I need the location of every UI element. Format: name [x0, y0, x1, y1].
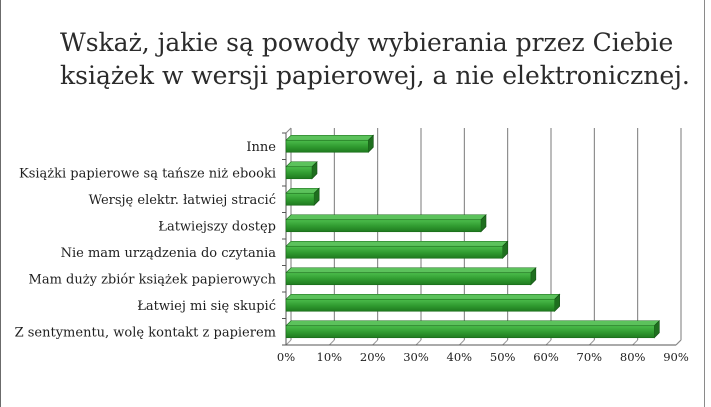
floor-grid-line	[285, 339, 292, 346]
bar	[285, 192, 315, 206]
category-label: Wersję elektr. łatwiej stracić	[89, 193, 276, 208]
bar-top-face	[285, 214, 487, 221]
floor-grid-line	[458, 339, 465, 346]
floor-grid-line	[372, 339, 379, 346]
x-tick-label: 20%	[360, 350, 386, 364]
chart-title: Wskaż, jakie są powody wybierania przez …	[60, 28, 690, 90]
bar-top-face	[285, 267, 537, 274]
x-tick-label: 50%	[490, 350, 516, 364]
bar	[285, 298, 555, 312]
x-tick-label: 10%	[317, 350, 343, 364]
side-wall-top	[285, 127, 292, 134]
chart-bars	[285, 134, 661, 339]
bar-top-face	[285, 320, 661, 327]
floor-grid-line	[415, 339, 422, 346]
bar-top-face	[285, 240, 509, 247]
category-label: Łatwiej mi się skupić	[137, 299, 276, 314]
bar	[285, 272, 532, 286]
category-label: Z sentymentu, wolę kontakt z papierem	[15, 325, 276, 340]
category-label: Łatwiejszy dostęp	[158, 219, 276, 234]
category-label: Inne	[246, 140, 276, 155]
bar-top-face	[285, 293, 561, 300]
bar	[285, 325, 655, 339]
bar	[285, 166, 313, 180]
x-tick-labels: 0% 10% 20% 30% 40% 50% 60% 70% 80% 90%	[277, 350, 689, 364]
x-tick-label: 30%	[403, 350, 429, 364]
bar	[285, 139, 369, 153]
bar-top-face	[285, 187, 320, 194]
bar-top-face	[285, 134, 375, 141]
x-tick-label: 80%	[620, 350, 646, 364]
right-frame-edge	[704, 0, 705, 407]
chart-grid	[285, 128, 682, 346]
left-frame-edge	[0, 0, 1, 407]
floor-grid-line	[502, 339, 509, 346]
category-label: Nie mam urządzenia do czytania	[61, 246, 277, 261]
floor-grid-line	[328, 339, 335, 346]
x-tick-label: 90%	[663, 350, 689, 364]
bar	[285, 245, 503, 259]
x-tick-label: 40%	[447, 350, 473, 364]
floor-grid-line	[632, 339, 639, 346]
chart-axes	[282, 127, 682, 346]
bar	[285, 219, 482, 233]
category-label: Książki papierowe są tańsze niż ebooki	[19, 166, 276, 181]
category-label: Mam duży zbiór książek papierowych	[29, 272, 277, 287]
x-tick-label: 70%	[577, 350, 603, 364]
floor-right-edge	[675, 339, 682, 346]
x-tick-label: 0%	[277, 350, 295, 364]
floor-grid-line	[588, 339, 595, 346]
floor-grid-line	[545, 339, 552, 346]
x-tick-label: 60%	[533, 350, 559, 364]
category-labels: Inne Książki papierowe są tańsze niż eboo…	[15, 140, 277, 341]
